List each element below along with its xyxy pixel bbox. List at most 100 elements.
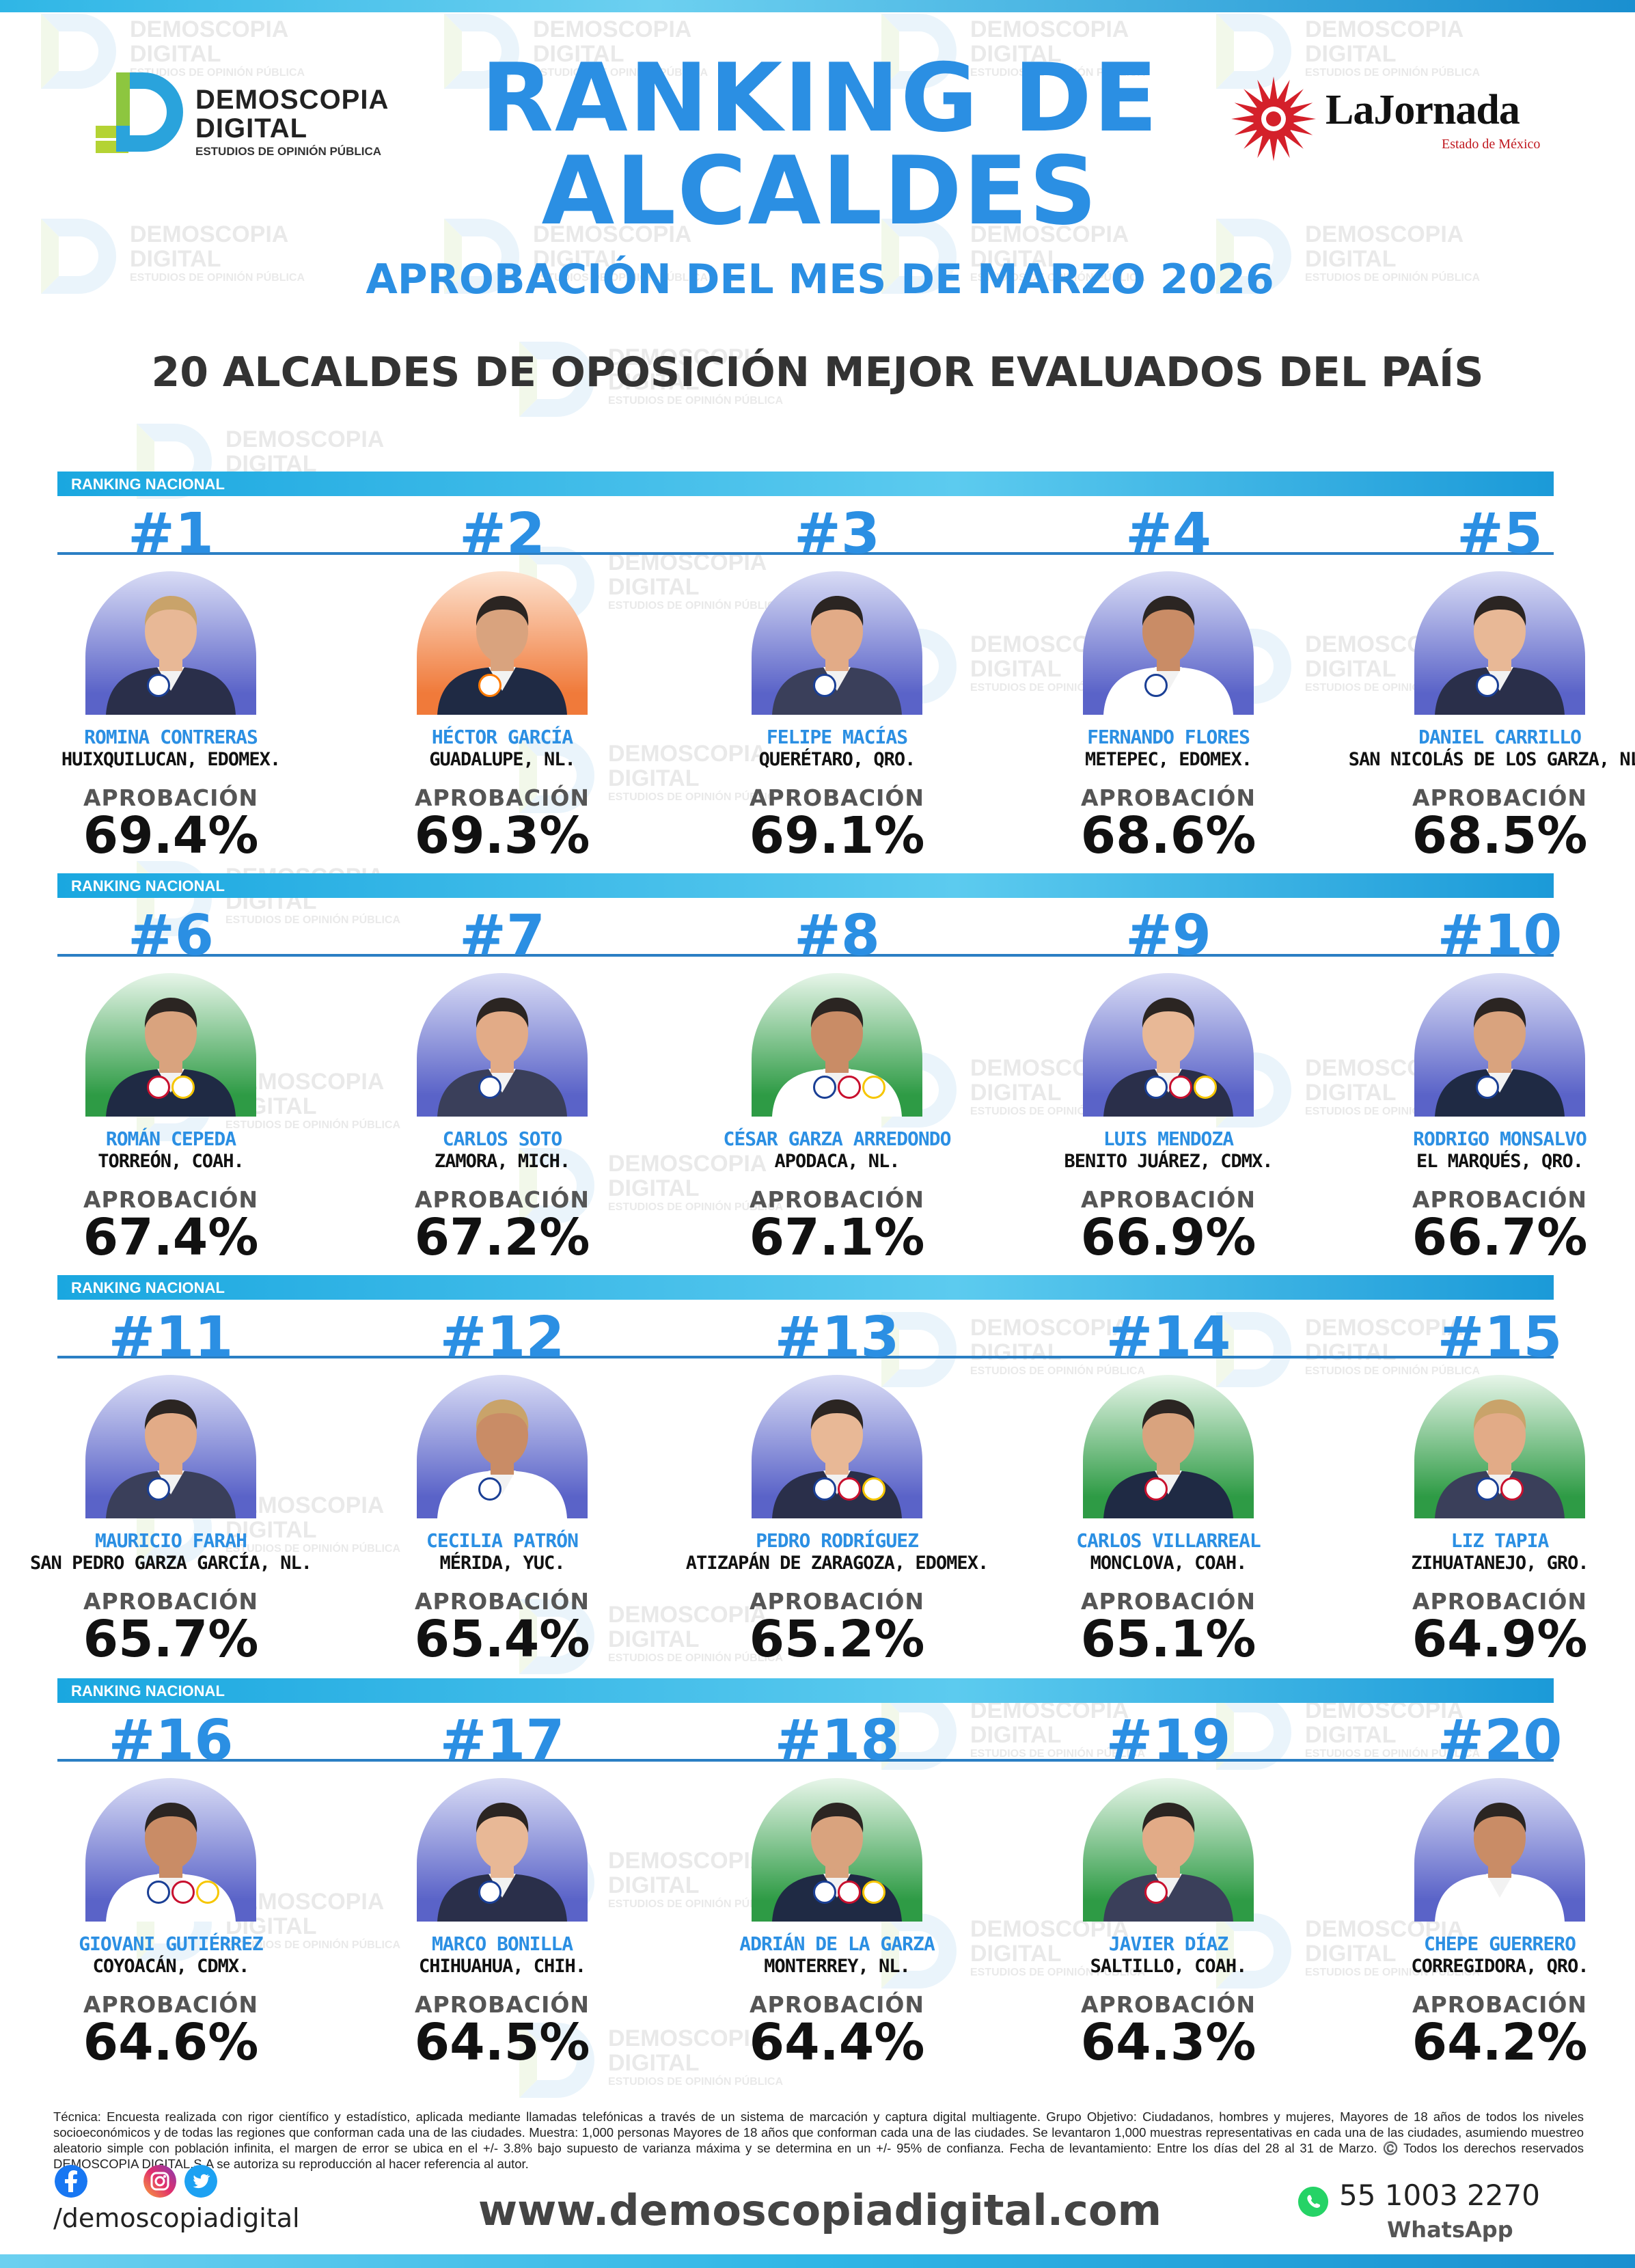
mayor-card: #6 ROMÁN CEPEDA TORREÓN, COAH. APROBACIÓN 67… xyxy=(14,873,328,1276)
mayor-location: ZAMORA, MICH. xyxy=(434,1151,571,1172)
mayor-name: PEDRO RODRÍGUEZ xyxy=(756,1529,919,1552)
portrait-silhouette xyxy=(437,596,567,715)
section-heading: 20 ALCALDES DE OPOSICIÓN MEJOR EVALUADOS… xyxy=(151,349,1484,396)
mayor-name: CHEPE GUERRERO xyxy=(1423,1932,1576,1955)
social-handle[interactable]: /demoscopiadigital xyxy=(53,2203,300,2233)
ranking-row: RANKING NACIONAL #1 ROMINA CONTRERAS HUIXQU… xyxy=(0,472,1635,875)
ranking-bar: RANKING NACIONAL xyxy=(57,1678,1554,1703)
demoscopia-d-icon xyxy=(96,72,183,153)
portrait-silhouette xyxy=(1103,1399,1233,1518)
mayor-photo xyxy=(417,1778,588,1922)
twitter-icon[interactable] xyxy=(184,2165,217,2198)
party-pri-icon xyxy=(171,1881,195,1904)
mayor-location: ATIZAPÁN DE ZARAGOZA, EDOMEX. xyxy=(685,1553,989,1574)
party-prd-icon xyxy=(1194,1076,1217,1099)
ranking-bar: RANKING NACIONAL xyxy=(57,472,1554,496)
approval-value: 69.3% xyxy=(414,806,590,865)
mayor-card: #18 ADRIÁN DE LA GARZA MONTERREY, NL. APROB… xyxy=(680,1678,994,2081)
mayor-card: #1 ROMINA CONTRERAS HUIXQUILUCAN, EDOMEX. A… xyxy=(14,472,328,875)
approval-label: APROBACIÓN xyxy=(1080,1991,1256,2018)
ranking-label: RANKING NACIONAL xyxy=(71,1279,225,1296)
mayor-card: #8 CÉSAR GARZA ARREDONDO APODACA, NL. APROB… xyxy=(680,873,994,1276)
ranking-label: RANKING NACIONAL xyxy=(71,476,225,493)
party-pan-icon xyxy=(813,1076,836,1099)
party-pan-icon xyxy=(1476,1477,1499,1501)
mayor-photo xyxy=(1083,1375,1254,1518)
facebook-icon[interactable] xyxy=(55,2165,87,2198)
rank-number: #7 xyxy=(459,903,545,968)
approval-value: 66.7% xyxy=(1412,1208,1588,1267)
approval-value: 65.1% xyxy=(1080,1610,1256,1669)
approval-label: APROBACIÓN xyxy=(83,784,259,811)
party-pri-icon xyxy=(147,1076,170,1099)
approval-label: APROBACIÓN xyxy=(749,1588,925,1615)
top-accent-bar xyxy=(0,0,1635,12)
whatsapp-label: WhatsApp xyxy=(1387,2217,1513,2243)
rank-number: #9 xyxy=(1125,903,1211,968)
approval-value: 64.2% xyxy=(1412,2013,1588,2072)
mayor-photo xyxy=(752,571,922,715)
whatsapp-contact[interactable]: 55 1003 2270 WhatsApp xyxy=(1298,2178,1585,2254)
mayor-location: SAN NICOLÁS DE LOS GARZA, NL. xyxy=(1348,749,1635,770)
mayor-photo xyxy=(85,1778,256,1922)
mayor-card: #20 CHEPE GUERRERO CORREGIDORA, QRO. APROBA… xyxy=(1343,1678,1635,2081)
mayor-card: #5 DANIEL CARRILLO SAN NICOLÁS DE LOS GARZ… xyxy=(1343,472,1635,875)
portrait-silhouette xyxy=(106,1399,236,1518)
mayor-photo xyxy=(1083,571,1254,715)
party-pan-icon xyxy=(1476,1076,1499,1099)
mayor-name: ADRIÁN DE LA GARZA xyxy=(739,1932,935,1955)
approval-value: 64.9% xyxy=(1412,1610,1588,1669)
portrait-silhouette xyxy=(1103,1803,1233,1922)
mayor-card: #10 RODRIGO MONSALVO EL MARQUÉS, QRO. APROB… xyxy=(1343,873,1635,1276)
party-pan-icon xyxy=(1476,674,1499,697)
phone-number: 55 1003 2270 xyxy=(1339,2178,1540,2212)
technical-note: Técnica: Encuesta realizada con rigor ci… xyxy=(53,2109,1584,2171)
website-link[interactable]: www.demoscopiadigital.com xyxy=(478,2185,1162,2235)
mayor-card: #17 MARCO BONILLA CHIHUAHUA, CHIH. APROBACI… xyxy=(345,1678,659,2081)
rank-number: #2 xyxy=(459,502,545,566)
watermark-text: DEMOSCOPIA xyxy=(1305,221,1464,247)
title-line-2: ALCALDES xyxy=(541,136,1099,246)
instagram-icon[interactable] xyxy=(143,2165,176,2198)
approval-label: APROBACIÓN xyxy=(83,1588,259,1615)
rank-number: #13 xyxy=(774,1305,900,1370)
mayor-card: #15 LIZ TAPIA ZIHUATANEJO, GRO. APROBACIÓN 6… xyxy=(1343,1275,1635,1678)
portrait-silhouette xyxy=(772,596,902,715)
mayor-card: #16 GIOVANI GUTIÉRREZ COYOACÁN, CDMX. APROB… xyxy=(14,1678,328,2081)
portrait-silhouette xyxy=(1103,596,1233,715)
portrait-silhouette xyxy=(106,596,236,715)
ranking-label: RANKING NACIONAL xyxy=(71,1682,225,1699)
rank-number: #12 xyxy=(439,1305,565,1370)
watermark-subtext: ESTUDIOS DE OPINIÓN PÚBLICA xyxy=(608,395,784,407)
mayor-name: CECILIA PATRÓN xyxy=(426,1529,579,1552)
approval-value: 64.6% xyxy=(83,2013,259,2072)
demoscopia-name-line1: DEMOSCOPIA xyxy=(195,85,389,115)
rank-number: #18 xyxy=(774,1708,900,1773)
watermark-text: DEMOSCOPIA xyxy=(225,426,385,452)
portrait-silhouette xyxy=(1435,1399,1565,1518)
ranking-bar: RANKING NACIONAL xyxy=(57,1275,1554,1300)
party-pri-icon xyxy=(1169,1076,1192,1099)
demoscopia-name-line2: DIGITAL xyxy=(195,113,308,144)
ranking-row: RANKING NACIONAL #16 GIOVANI GUTIÉRREZ COYO… xyxy=(0,1678,1635,2081)
mayor-location: SALTILLO, COAH. xyxy=(1090,1956,1248,1977)
mayor-name: GIOVANI GUTIÉRREZ xyxy=(79,1932,264,1955)
mayor-name: RODRIGO MONSALVO xyxy=(1413,1128,1587,1150)
portrait-silhouette xyxy=(437,1803,567,1922)
portrait-silhouette xyxy=(1435,596,1565,715)
party-pri-icon xyxy=(838,1477,861,1501)
party-prd-icon xyxy=(171,1076,195,1099)
rank-divider xyxy=(57,1759,1554,1762)
watermark-text: DEMOSCOPIA xyxy=(130,221,289,247)
portrait-silhouette xyxy=(106,1803,236,1922)
mayor-name: MAURICIO FARAH xyxy=(94,1529,247,1552)
mayor-name: FELIPE MACÍAS xyxy=(766,726,908,748)
approval-value: 65.4% xyxy=(414,1610,590,1669)
mayor-photo xyxy=(1414,571,1585,715)
approval-label: APROBACIÓN xyxy=(1412,1991,1588,2018)
party-prd-icon xyxy=(196,1881,219,1904)
party-pan-icon xyxy=(1144,674,1168,697)
mayor-photo xyxy=(417,571,588,715)
approval-label: APROBACIÓN xyxy=(749,784,925,811)
portrait-silhouette xyxy=(1103,998,1233,1117)
